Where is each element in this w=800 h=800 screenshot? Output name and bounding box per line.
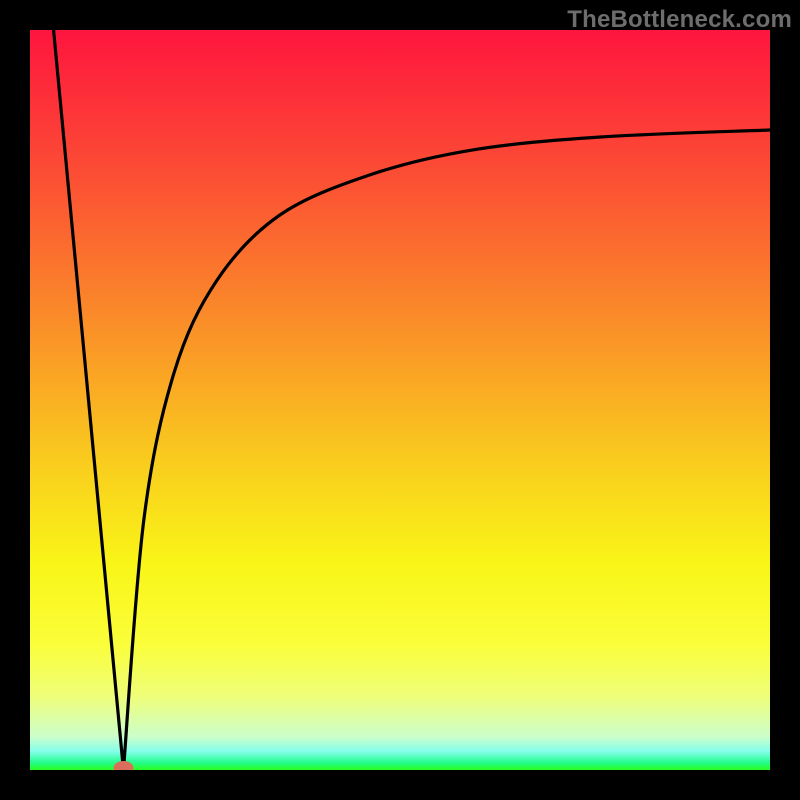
optimum-marker: [113, 761, 133, 770]
curve-layer: [30, 30, 770, 770]
plot-area: [30, 30, 770, 770]
chart-container: TheBottleneck.com: [0, 0, 800, 800]
watermark-label: TheBottleneck.com: [567, 6, 792, 34]
bottleneck-curve: [53, 30, 770, 770]
